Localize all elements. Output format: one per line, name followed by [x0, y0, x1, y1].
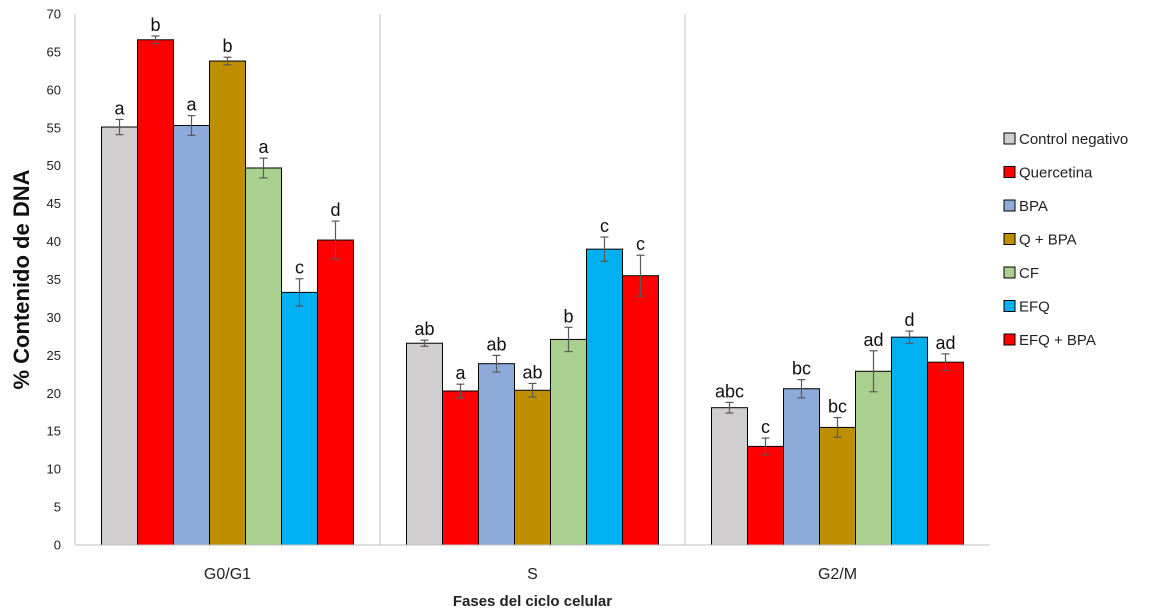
legend-entry: Control negativo	[1019, 131, 1128, 148]
y-axis-title: % Contenido de DNA	[9, 169, 34, 389]
legend-entry: Q + BPA	[1019, 232, 1077, 249]
bar	[514, 389, 551, 546]
y-tick-label: 25	[47, 348, 61, 363]
legend-swatch	[1003, 300, 1016, 312]
data-label: bc	[792, 359, 811, 379]
y-tick-label: 45	[47, 196, 61, 211]
data-label: ab	[486, 334, 506, 354]
data-label: abc	[715, 381, 744, 401]
y-tick-label: 70	[47, 7, 61, 22]
bar	[101, 126, 138, 546]
bar	[927, 361, 964, 546]
data-label: a	[258, 137, 269, 157]
legend-entry: Quercetina	[1019, 165, 1093, 182]
legend-swatch	[1003, 333, 1016, 346]
bar	[137, 39, 174, 546]
y-tick-label: 0	[54, 538, 61, 553]
y-tick-label: 50	[47, 158, 61, 173]
data-label: d	[330, 200, 340, 220]
x-tick-label: G0/G1	[204, 566, 251, 583]
data-label: c	[636, 234, 645, 254]
data-label: c	[295, 258, 304, 278]
bar	[245, 167, 282, 546]
data-label: b	[150, 15, 160, 35]
category-separators	[379, 14, 686, 545]
axes: 0 5 10 15 20 25 30 35 40 45 50 55 60 65 70 G0/G1 S G2/M	[47, 7, 990, 583]
data-label: b	[222, 36, 232, 56]
bar	[622, 275, 659, 546]
y-tick-label: 40	[47, 234, 61, 249]
data-label: b	[563, 306, 573, 326]
bar	[586, 248, 623, 546]
legend-entry: EFQ + BPA	[1019, 332, 1096, 349]
bar	[317, 239, 354, 546]
legend-swatch	[1003, 199, 1016, 212]
bar	[442, 390, 479, 546]
data-label: ad	[935, 333, 955, 353]
y-tick-label: 5	[54, 500, 61, 515]
y-tick-label: 60	[47, 82, 61, 97]
bar	[855, 370, 892, 546]
legend-swatch	[1003, 233, 1016, 245]
bar	[891, 336, 928, 546]
bar	[173, 125, 210, 546]
data-label: d	[904, 310, 914, 330]
x-tick-label: S	[527, 566, 538, 583]
y-tick-label: 35	[47, 272, 61, 287]
data-label: c	[761, 417, 770, 437]
legend-entry: BPA	[1019, 198, 1048, 215]
legend-swatch	[1003, 166, 1016, 178]
data-label: ab	[414, 319, 434, 339]
y-tick-label: 30	[47, 310, 61, 325]
data-label: c	[600, 216, 609, 236]
data-label: ab	[522, 362, 542, 382]
x-tick-label: G2/M	[818, 566, 857, 583]
data-label: ad	[863, 330, 883, 350]
bar	[281, 291, 318, 546]
bar	[747, 445, 784, 546]
y-tick-label: 15	[47, 424, 61, 439]
data-label: a	[186, 95, 197, 115]
legend-swatch	[1003, 132, 1016, 145]
bar	[209, 60, 246, 546]
x-axis-title: Fases del ciclo celular	[453, 593, 612, 610]
legend-entry: EFQ	[1019, 299, 1050, 316]
y-tick-label: 20	[47, 386, 61, 401]
data-label: bc	[828, 397, 847, 417]
y-tick-label: 55	[47, 120, 61, 135]
bar	[406, 342, 443, 546]
bar	[819, 426, 856, 546]
data-label: a	[114, 98, 125, 118]
bar	[711, 407, 748, 546]
legend-entry: CF	[1019, 265, 1039, 282]
legend-swatch	[1003, 266, 1016, 279]
legend: Control negativo Quercetina BPA Q + BPA CF EF…	[1003, 131, 1128, 349]
bar	[478, 363, 515, 546]
y-tick-label: 65	[47, 44, 61, 59]
y-tick-label: 10	[47, 462, 61, 477]
bar	[550, 338, 587, 546]
bar	[783, 388, 820, 546]
data-label: a	[455, 363, 466, 383]
